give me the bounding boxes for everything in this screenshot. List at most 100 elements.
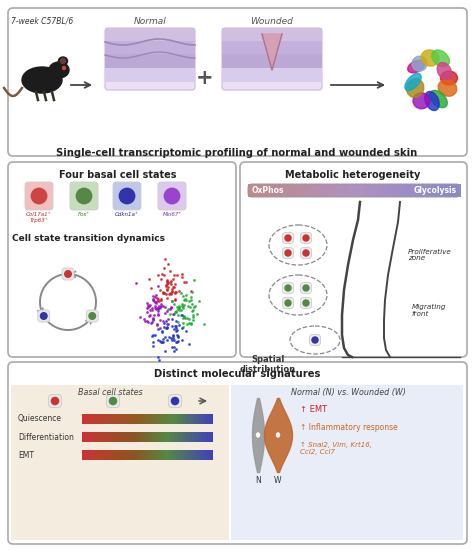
Ellipse shape: [119, 188, 135, 204]
Bar: [353, 184, 354, 197]
Point: [149, 315, 157, 323]
Bar: [190, 432, 191, 442]
Bar: [303, 184, 304, 197]
Bar: [208, 450, 209, 460]
Point: [182, 327, 190, 336]
Bar: [201, 414, 202, 424]
Bar: [418, 184, 419, 197]
Bar: [176, 414, 177, 424]
Bar: [103, 450, 104, 460]
Bar: [451, 184, 452, 197]
Bar: [351, 184, 352, 197]
FancyBboxPatch shape: [301, 233, 312, 244]
Point: [153, 303, 161, 312]
Bar: [91, 432, 92, 442]
Bar: [357, 184, 358, 197]
FancyBboxPatch shape: [222, 28, 322, 90]
Bar: [157, 414, 158, 424]
Bar: [145, 450, 146, 460]
Bar: [196, 450, 197, 460]
Ellipse shape: [440, 71, 457, 85]
Bar: [206, 432, 207, 442]
Bar: [425, 184, 426, 197]
Bar: [376, 184, 377, 197]
Bar: [164, 432, 165, 442]
Bar: [394, 184, 395, 197]
Bar: [197, 450, 198, 460]
Bar: [112, 450, 113, 460]
Point: [166, 288, 174, 297]
Point: [170, 274, 177, 283]
Point: [147, 318, 155, 327]
Bar: [198, 432, 199, 442]
Bar: [173, 414, 174, 424]
Point: [164, 294, 171, 302]
Bar: [187, 450, 188, 460]
Bar: [126, 414, 127, 424]
Bar: [127, 450, 128, 460]
Bar: [396, 184, 397, 197]
Bar: [178, 432, 179, 442]
Bar: [190, 414, 191, 424]
Point: [180, 322, 187, 331]
Bar: [178, 450, 179, 460]
Bar: [390, 184, 391, 197]
Point: [171, 324, 179, 333]
Bar: [189, 432, 190, 442]
Bar: [341, 184, 342, 197]
Bar: [304, 184, 306, 197]
Bar: [148, 450, 149, 460]
Bar: [406, 184, 408, 197]
Bar: [192, 450, 193, 460]
Bar: [356, 184, 357, 197]
Point: [136, 312, 144, 321]
Bar: [207, 414, 208, 424]
Text: N: N: [255, 476, 261, 485]
Bar: [91, 414, 92, 424]
FancyBboxPatch shape: [310, 334, 321, 345]
Bar: [108, 414, 109, 424]
FancyBboxPatch shape: [301, 247, 312, 258]
Bar: [100, 432, 101, 442]
Bar: [154, 450, 155, 460]
Bar: [183, 450, 184, 460]
Bar: [95, 432, 96, 442]
Bar: [299, 184, 300, 197]
Bar: [123, 414, 124, 424]
Point: [171, 279, 179, 288]
Ellipse shape: [412, 56, 427, 71]
Bar: [204, 432, 205, 442]
Ellipse shape: [407, 79, 424, 98]
Bar: [135, 432, 136, 442]
Bar: [95, 450, 96, 460]
Bar: [110, 450, 111, 460]
Bar: [168, 414, 169, 424]
Bar: [85, 450, 86, 460]
Bar: [431, 184, 432, 197]
Bar: [186, 414, 187, 424]
Point: [161, 318, 168, 327]
Text: Glycolysis: Glycolysis: [414, 186, 457, 195]
Bar: [260, 184, 261, 197]
Bar: [257, 184, 258, 197]
Bar: [351, 184, 352, 197]
Bar: [132, 432, 133, 442]
Bar: [160, 414, 161, 424]
Bar: [120, 432, 121, 442]
Bar: [129, 450, 130, 460]
Bar: [208, 414, 209, 424]
Ellipse shape: [421, 50, 439, 66]
Bar: [119, 432, 120, 442]
Point: [132, 278, 139, 287]
Bar: [339, 184, 340, 197]
Text: Single-cell transcriptomic profiling of normal and wounded skin: Single-cell transcriptomic profiling of …: [57, 148, 418, 158]
Bar: [85, 414, 86, 424]
Bar: [378, 184, 379, 197]
Bar: [90, 414, 91, 424]
Bar: [410, 184, 411, 197]
Bar: [147, 432, 148, 442]
FancyBboxPatch shape: [283, 233, 294, 244]
Bar: [108, 450, 109, 460]
Point: [153, 320, 161, 328]
Bar: [97, 432, 98, 442]
